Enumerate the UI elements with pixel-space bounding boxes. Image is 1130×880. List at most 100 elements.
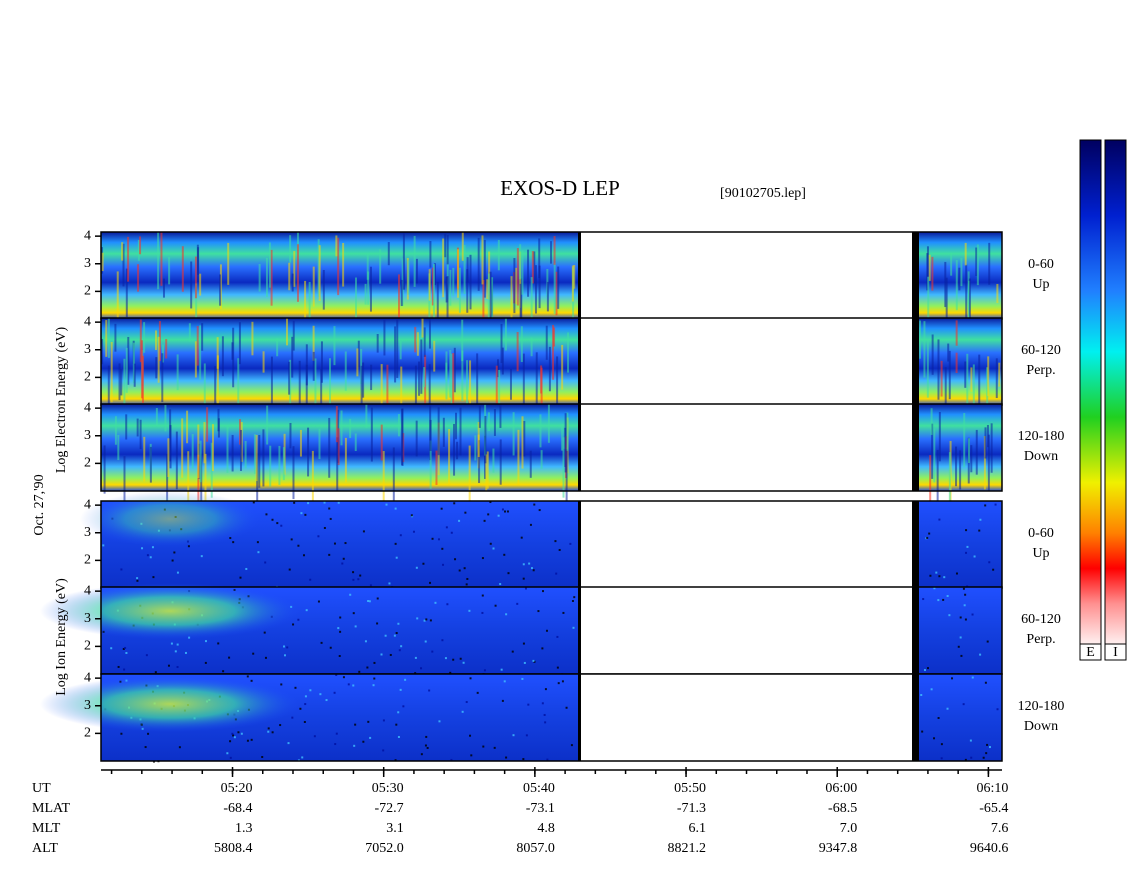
speck	[979, 518, 982, 521]
speck	[431, 650, 434, 653]
streak	[944, 367, 947, 416]
speck	[393, 634, 396, 637]
speck	[299, 707, 302, 710]
streak	[139, 236, 142, 255]
streak	[190, 261, 193, 309]
streak	[445, 351, 448, 400]
speck	[302, 554, 305, 557]
streak	[933, 428, 936, 483]
streak	[311, 450, 314, 504]
speck	[921, 730, 924, 733]
y-tick-label: 3	[84, 428, 91, 443]
speck	[466, 577, 469, 580]
streak	[232, 327, 235, 388]
streak	[379, 249, 382, 284]
spectrogram	[919, 674, 1002, 761]
speck	[979, 653, 982, 656]
speck	[511, 650, 514, 653]
speck	[441, 639, 444, 642]
speck	[232, 541, 235, 544]
speck	[414, 672, 417, 675]
speck	[528, 562, 531, 565]
row-value: 5808.4	[214, 841, 253, 856]
speck	[325, 699, 328, 702]
speck	[489, 501, 492, 504]
streak	[312, 351, 315, 381]
speck	[323, 501, 326, 504]
colorbar-label: I	[1113, 645, 1118, 660]
speck	[461, 710, 464, 713]
streak	[452, 353, 455, 406]
speck	[286, 646, 289, 649]
streak	[344, 351, 347, 391]
streak	[367, 271, 370, 305]
streak	[401, 408, 404, 467]
streak	[513, 258, 516, 314]
speck	[304, 513, 307, 516]
speck	[541, 702, 544, 705]
streak	[292, 320, 295, 351]
speck	[394, 507, 397, 510]
angle-range: 120-180	[1018, 699, 1065, 714]
speck	[463, 567, 466, 570]
speck	[280, 683, 283, 686]
streak	[926, 246, 929, 277]
row-value: 7.0	[840, 821, 858, 836]
direction: Down	[1024, 719, 1058, 734]
speck	[344, 542, 347, 545]
speck	[394, 759, 397, 762]
y-tick-label: 4	[84, 670, 91, 685]
speck	[364, 640, 367, 643]
streak	[110, 341, 113, 403]
speck	[516, 602, 519, 605]
speck	[984, 504, 987, 507]
speck	[449, 671, 452, 674]
speck	[333, 691, 336, 694]
ion-patch	[80, 491, 260, 547]
speck	[265, 513, 268, 516]
speck	[170, 642, 173, 645]
streak	[461, 350, 464, 401]
speck	[465, 583, 468, 586]
speck	[394, 542, 397, 545]
streak	[557, 266, 560, 309]
speck	[557, 682, 560, 685]
speck	[279, 724, 282, 727]
streak	[931, 423, 934, 479]
streak	[333, 326, 336, 366]
streak	[964, 242, 967, 266]
streak	[296, 244, 299, 302]
streak	[337, 237, 340, 296]
streak	[442, 238, 445, 298]
no-data	[912, 501, 919, 588]
speck	[529, 523, 532, 526]
streak	[975, 429, 978, 475]
speck	[399, 688, 402, 691]
streak	[322, 270, 325, 310]
speck	[263, 631, 266, 634]
speck	[283, 645, 286, 648]
speck	[971, 676, 974, 679]
streak	[164, 404, 167, 432]
speck	[217, 642, 220, 645]
y-tick-label: 2	[84, 456, 91, 471]
streak	[143, 322, 146, 353]
speck	[501, 508, 504, 511]
streak	[562, 437, 565, 498]
no-data	[912, 674, 919, 761]
streak	[428, 318, 431, 349]
speck	[257, 551, 260, 554]
y-tick-label: 2	[84, 370, 91, 385]
group-label: Log Ion Energy (eV)	[54, 578, 69, 696]
speck	[373, 661, 376, 664]
speck	[532, 569, 535, 572]
speck	[424, 744, 427, 747]
streak	[120, 369, 123, 396]
speck	[469, 677, 472, 680]
speck	[429, 619, 432, 622]
speck	[404, 678, 407, 681]
spectrogram	[101, 232, 578, 319]
streak	[556, 356, 559, 411]
speck	[441, 547, 444, 550]
ion-patch	[40, 583, 300, 639]
